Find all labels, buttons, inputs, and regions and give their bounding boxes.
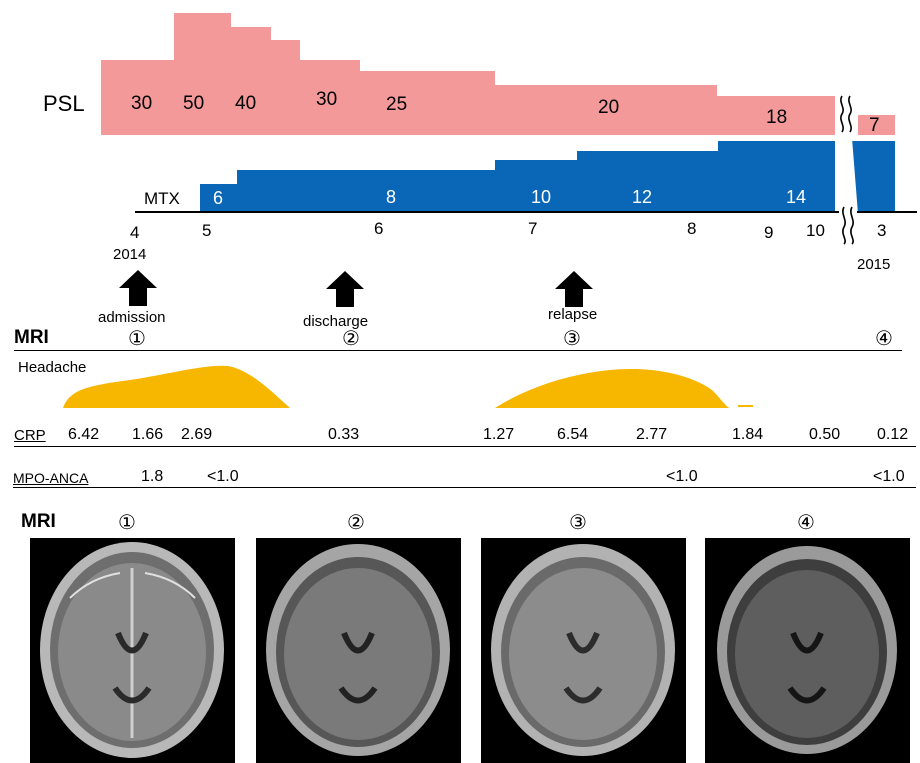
psl-value: 30 (131, 93, 153, 114)
divider (13, 487, 916, 488)
mtx-bar-segment (577, 151, 718, 212)
crp-label: CRP (14, 427, 46, 444)
mri-marker: ③ (563, 328, 581, 350)
discharge-arrow-icon (326, 271, 364, 307)
event-label: admission (98, 309, 166, 326)
year-label: 2014 (113, 246, 147, 263)
crp-value: 1.84 (732, 426, 764, 443)
month-label: 9 (764, 223, 774, 242)
mri-scan-image (705, 538, 910, 763)
mtx-bar-segment (495, 160, 577, 212)
psl-value: 50 (183, 93, 205, 114)
mtx-bar-segment (852, 141, 895, 212)
psl-bar-segment (300, 60, 360, 135)
break-mark-icon (839, 206, 857, 245)
crp-value: 1.27 (483, 426, 515, 443)
psl-value: 7 (869, 115, 880, 136)
psl-value: 40 (235, 93, 257, 114)
psl-value: 25 (386, 94, 408, 115)
headache-curve (63, 365, 753, 408)
mpo-anca-value: 1.8 (141, 468, 164, 485)
psl-bar-segment (101, 60, 174, 135)
mtx-bar-segment (718, 141, 835, 212)
month-label: 5 (202, 221, 212, 240)
psl-bar-segment (858, 115, 895, 135)
divider (14, 350, 902, 351)
mri-label: MRI (14, 327, 49, 348)
mri-scan-image (30, 538, 235, 763)
mri-image-marker: ④ (797, 512, 815, 534)
event-label: relapse (548, 306, 598, 323)
crp-value: 6.54 (557, 426, 589, 443)
psl-value: 20 (598, 97, 620, 118)
month-label: 10 (806, 221, 825, 240)
mri-scan-image (256, 538, 461, 763)
month-label: 8 (687, 219, 697, 238)
psl-bar-segment (271, 40, 300, 135)
crp-value: 2.69 (181, 426, 213, 443)
mtx-break-gap (835, 138, 858, 214)
month-label: 4 (130, 223, 140, 242)
crp-value: 0.33 (328, 426, 360, 443)
mtx-label: MTX (144, 189, 180, 208)
mpo-anca-value: <1.0 (207, 468, 239, 485)
psl-value: 30 (316, 89, 338, 110)
divider (14, 446, 916, 447)
mtx-value: 8 (386, 187, 397, 207)
mtx-bar-segment (200, 184, 237, 212)
crp-value: 0.12 (877, 426, 909, 443)
crp-value: 6.42 (68, 426, 100, 443)
psl-label: PSL (43, 91, 85, 116)
admission-arrow-icon (119, 270, 157, 306)
relapse-arrow-icon (555, 271, 593, 307)
month-label: 3 (877, 221, 887, 240)
mri-image-marker: ③ (569, 512, 587, 534)
month-label: 6 (374, 219, 384, 238)
break-mark-icon (840, 95, 852, 133)
mpo-anca-value: <1.0 (666, 468, 698, 485)
mri-marker: ① (128, 328, 146, 350)
psl-bar-segment (174, 13, 231, 135)
mtx-value: 10 (531, 187, 552, 207)
psl-value: 18 (766, 107, 788, 128)
crp-value: 2.77 (636, 426, 668, 443)
psl-bar-segment (231, 27, 271, 135)
year-label: 2015 (857, 256, 891, 273)
mri-images-label: MRI (21, 511, 56, 532)
headache-label: Headache (18, 359, 87, 376)
mri-scan-image (481, 538, 686, 763)
psl-bar-segment (495, 85, 717, 135)
mri-marker: ④ (875, 328, 893, 350)
month-label: 7 (528, 219, 538, 238)
event-label: discharge (303, 313, 369, 330)
mtx-value: 14 (786, 187, 807, 207)
psl-bar-segment (717, 96, 835, 135)
mtx-value: 6 (213, 188, 224, 208)
psl-bar-segment (360, 71, 495, 135)
crp-value: 0.50 (809, 426, 841, 443)
mtx-bar-segment (237, 170, 495, 212)
mpo-anca-value: <1.0 (873, 468, 905, 485)
mpo-anca-label: MPO-ANCA (13, 470, 89, 486)
mtx-value: 12 (632, 187, 653, 207)
timeline-line (135, 211, 917, 213)
mri-image-marker: ② (347, 512, 365, 534)
mri-marker: ② (342, 328, 360, 350)
crp-value: 1.66 (132, 426, 164, 443)
mri-image-marker: ① (118, 512, 136, 534)
